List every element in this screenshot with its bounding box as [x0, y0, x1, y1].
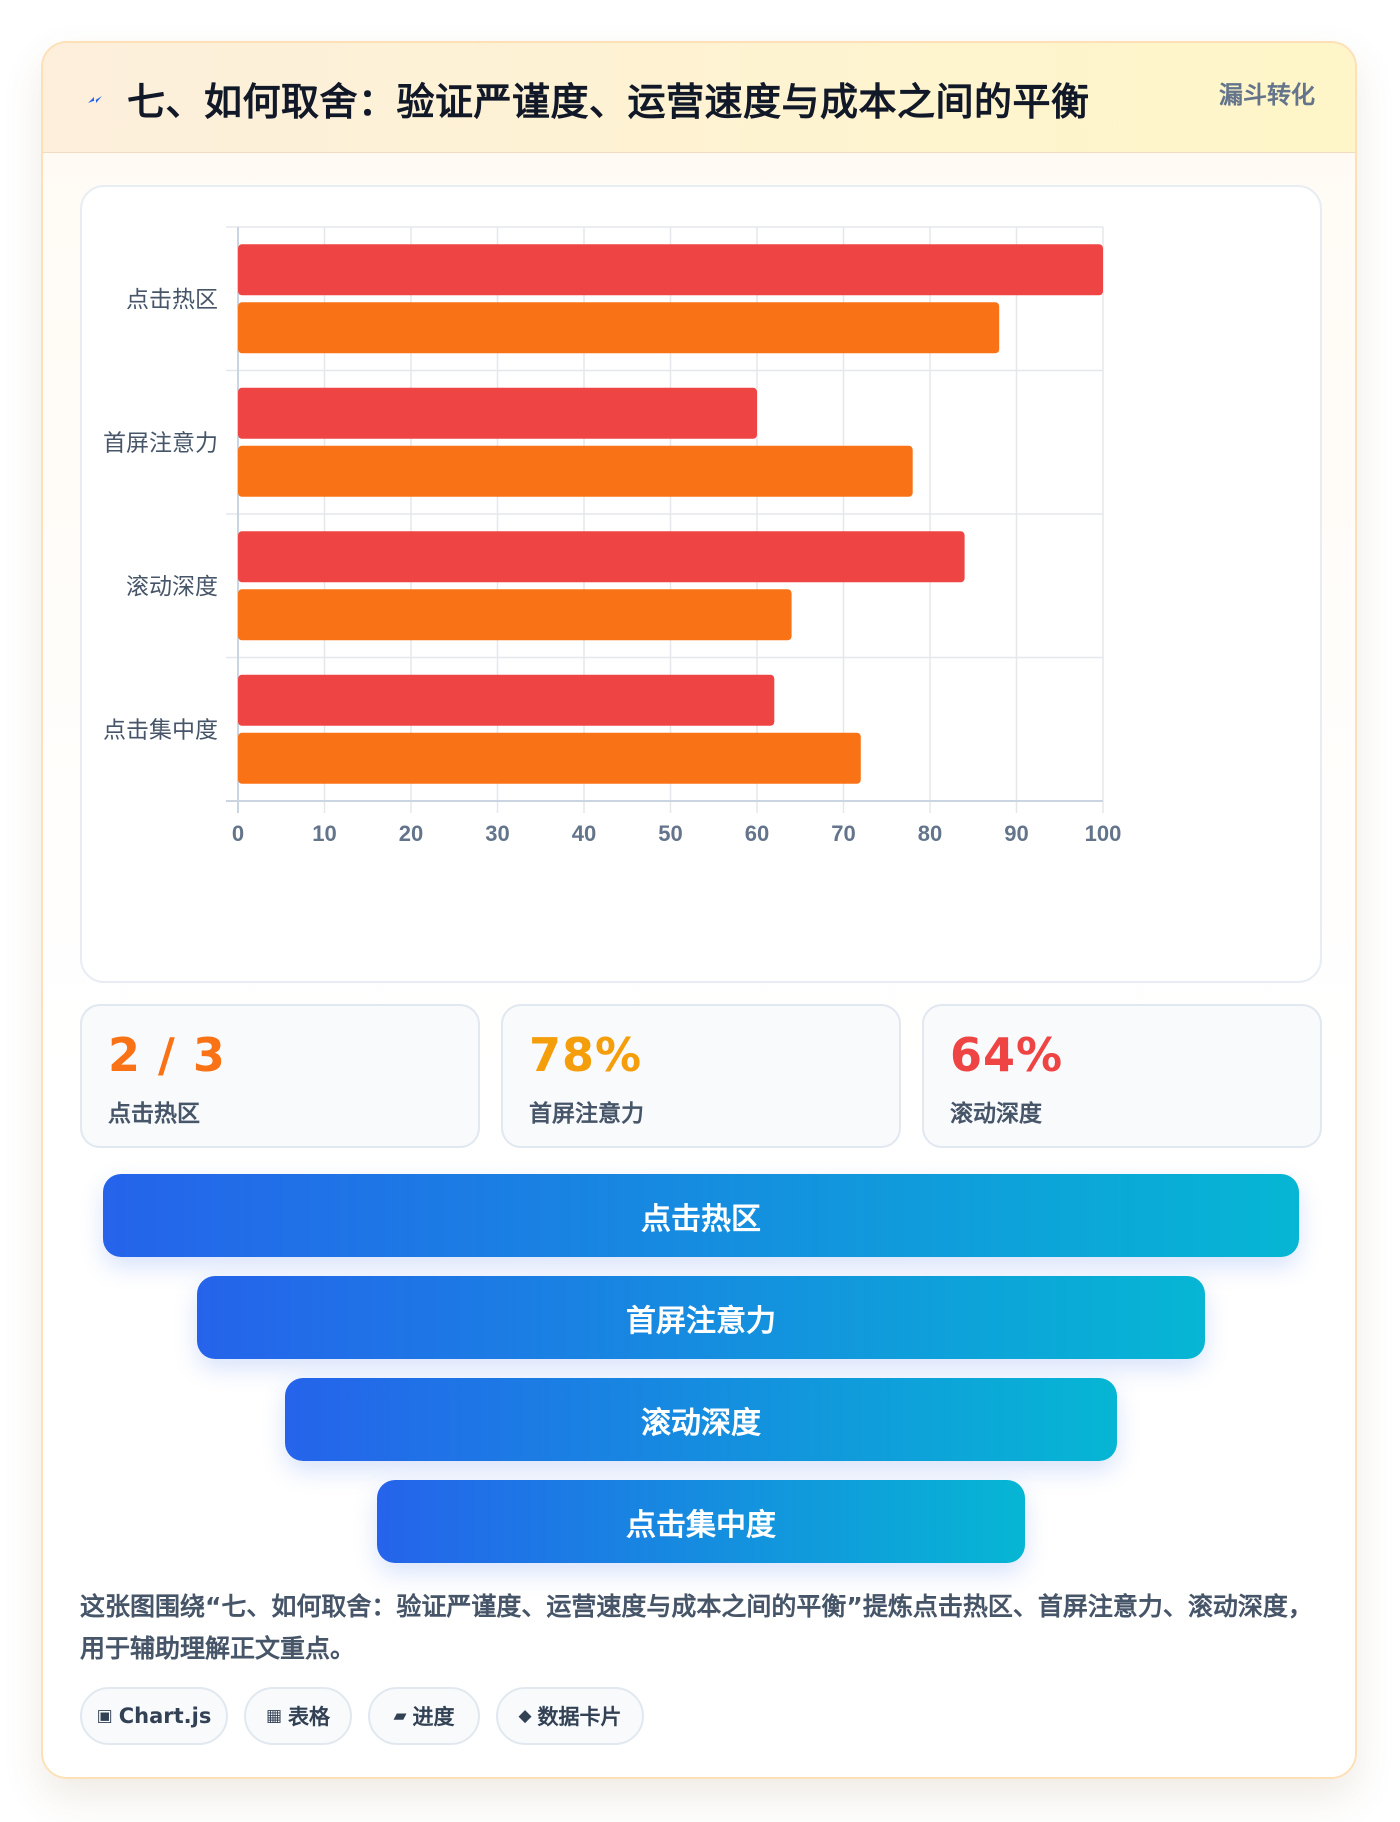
bar-series-1: [238, 387, 757, 439]
x-tick-label: 90: [1004, 821, 1028, 846]
progress-icon: ▰: [393, 1706, 407, 1726]
bar-series-2: [238, 302, 1000, 354]
stat-value: 64%: [950, 1028, 1064, 1082]
chip-label: 进度: [412, 1705, 455, 1729]
content-card: 七、如何取舍：验证严谨度、运营速度与成本之间的平衡 漏斗转化 0 10 20 30 40…: [41, 41, 1357, 1779]
x-tick-label: 50: [658, 821, 682, 846]
bar-series-2: [238, 589, 792, 641]
chip-label: 数据卡片: [537, 1705, 622, 1729]
y-category-label: 首屏注意力: [103, 430, 218, 456]
funnel-step-3: 滚动深度: [285, 1378, 1117, 1461]
bar-series-1: [238, 674, 775, 726]
bar-series-1: [238, 244, 1103, 296]
chip-chartjs[interactable]: ▣ Chart.js: [80, 1687, 228, 1745]
chart-description: 这张图围绕“七、如何取舍：验证严谨度、运营速度与成本之间的平衡”提炼点击热区、首…: [80, 1592, 1313, 1663]
bar-series-2: [238, 732, 861, 784]
chip-data-cards[interactable]: ◆ 数据卡片: [496, 1687, 644, 1745]
stat-card-3: 64% 滚动深度: [922, 1004, 1322, 1148]
y-category-label: 点击集中度: [103, 717, 218, 743]
category-tag: 漏斗转化: [1219, 81, 1315, 109]
bar-series-2: [238, 445, 913, 497]
x-tick-label: 70: [831, 821, 855, 846]
chip-label: Chart.js: [118, 1704, 212, 1728]
x-tick-label: 30: [485, 821, 509, 846]
table-icon: ▦: [265, 1706, 283, 1726]
x-tick-label: 0: [232, 821, 244, 846]
x-tick-label: 20: [399, 821, 423, 846]
bar-series-1: [238, 531, 965, 583]
bar-chart-panel: 0 10 20 30 40 50 60 70 80 90 100 点击热区首屏注意力滚动深度点击集中度: [80, 185, 1322, 983]
stat-card-1: 2 / 3 点击热区: [80, 1004, 480, 1148]
chip-table[interactable]: ▦ 表格: [244, 1687, 352, 1745]
x-tick-label: 40: [572, 821, 596, 846]
funnel-step-4: 点击集中度: [377, 1480, 1025, 1563]
chip-label: 表格: [288, 1705, 331, 1729]
funnel-step-2: 首屏注意力: [197, 1276, 1205, 1359]
chip-progress[interactable]: ▰ 进度: [368, 1687, 480, 1745]
stat-label: 点击热区: [108, 1101, 200, 1127]
x-tick-label: 80: [918, 821, 942, 846]
chart-icon: ▣: [96, 1706, 113, 1726]
y-category-label: 滚动深度: [126, 574, 218, 600]
diamond-icon: ◆: [518, 1706, 532, 1726]
stat-value: 2 / 3: [108, 1028, 226, 1082]
x-tick-label: 10: [312, 821, 336, 846]
stat-card-2: 78% 首屏注意力: [501, 1004, 901, 1148]
funnel-step-1: 点击热区: [103, 1174, 1299, 1257]
stat-cards: 2 / 3 点击热区 78% 首屏注意力 64% 滚动深度: [80, 1004, 1322, 1148]
stat-label: 首屏注意力: [529, 1101, 644, 1127]
stat-label: 滚动深度: [950, 1101, 1042, 1127]
lightning-icon: [88, 96, 102, 103]
x-tick-label: 100: [1085, 821, 1122, 846]
y-category-label: 点击热区: [126, 287, 218, 313]
stat-value: 78%: [529, 1028, 643, 1082]
card-header: 七、如何取舍：验证严谨度、运营速度与成本之间的平衡 漏斗转化: [43, 43, 1355, 153]
x-tick-label: 60: [745, 821, 769, 846]
page-title: 七、如何取舍：验证严谨度、运营速度与成本之间的平衡: [127, 80, 1090, 124]
